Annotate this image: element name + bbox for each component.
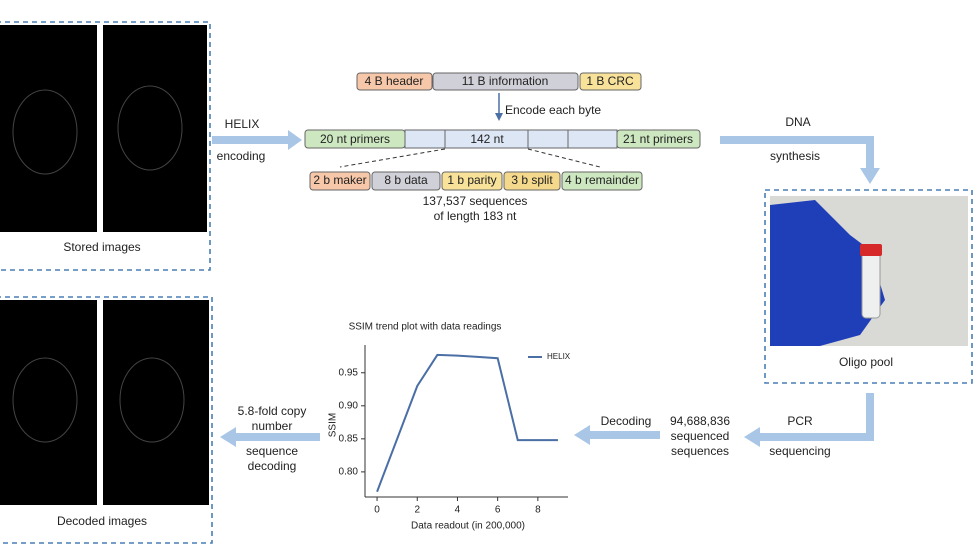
x-tick-label: 8 [535,505,541,516]
label: sequenced [671,429,730,443]
cell [356,72,433,91]
label: 94,688,836 [670,414,730,428]
tube-cap [860,244,882,256]
cell [503,171,561,191]
label: number [252,419,293,433]
chart-title: SSIM trend plot with data readings [349,322,502,333]
glove [770,200,885,346]
y-tick-label: 0.85 [339,433,359,444]
line [376,353,558,493]
label: decoding [248,459,297,473]
label: DNA [785,115,810,129]
image [103,25,207,232]
cell-text: 4 B header [365,74,424,88]
image [0,300,97,505]
label: PCR [787,414,813,428]
tube [861,251,881,319]
arrow [220,427,320,447]
cell-text: 1 B CRC [586,74,634,88]
caption: Decoded images [57,514,147,528]
brain [119,357,185,443]
arrow-head [495,113,503,121]
cell [432,72,579,91]
x-tick-label: 0 [374,505,380,516]
cell [616,129,701,149]
arrow [574,425,660,445]
cell-text: 21 nt primers [623,132,693,146]
y-tick-label: 0.80 [339,467,359,478]
cell [441,171,503,191]
cell [579,72,642,91]
zoom-line [339,148,446,168]
cell [404,129,618,149]
x-tick-label: 4 [455,505,461,516]
cell [309,171,371,191]
cell-text: 20 nt primers [320,132,390,146]
legend-label: HELIX [547,352,571,361]
cell [561,171,643,191]
x-axis-label: Data readout (in 200,000) [411,521,525,532]
oligo-box [764,189,973,384]
label: sequences [671,444,729,458]
label: sequencing [769,444,830,458]
arrow [212,130,302,150]
arrow [744,393,874,447]
image [103,300,209,505]
label: of length 183 nt [434,209,517,223]
brain [117,85,183,171]
cell-text: 142 nt [470,132,504,146]
x-tick-label: 6 [495,505,501,516]
cell-text: 4 b remainder [565,173,639,187]
cell-text: 3 b split [511,173,553,187]
x-tick-label: 2 [414,505,420,516]
brain [12,357,78,443]
label: Decoding [601,414,652,428]
cell-text: 11 B information [462,74,549,88]
y-axis-label: SSIM [328,413,339,437]
cell-text: 1 b parity [447,173,496,187]
cell-text: 8 b data [384,173,428,187]
label: 5.8-fold copy [238,404,307,418]
label: sequence [246,444,298,458]
chart: SSIM trend plot with data readings Data … [328,322,571,532]
label: synthesis [770,149,820,163]
decoded-box [0,296,213,544]
y-tick-label: 0.90 [339,400,359,411]
arrow [720,136,880,184]
brain [12,89,78,175]
label: HELIX [225,117,260,131]
label: encoding [217,149,266,163]
cell-text: 2 b maker [313,173,366,187]
caption: Stored images [63,240,140,254]
image [0,25,97,232]
zoom-line [527,148,601,168]
stored-box [0,21,211,271]
label: Encode each byte [505,103,601,117]
label: 137,537 sequences [423,194,528,208]
cell [371,171,441,191]
caption: Oligo pool [839,355,893,369]
y-tick-label: 0.95 [339,367,359,378]
